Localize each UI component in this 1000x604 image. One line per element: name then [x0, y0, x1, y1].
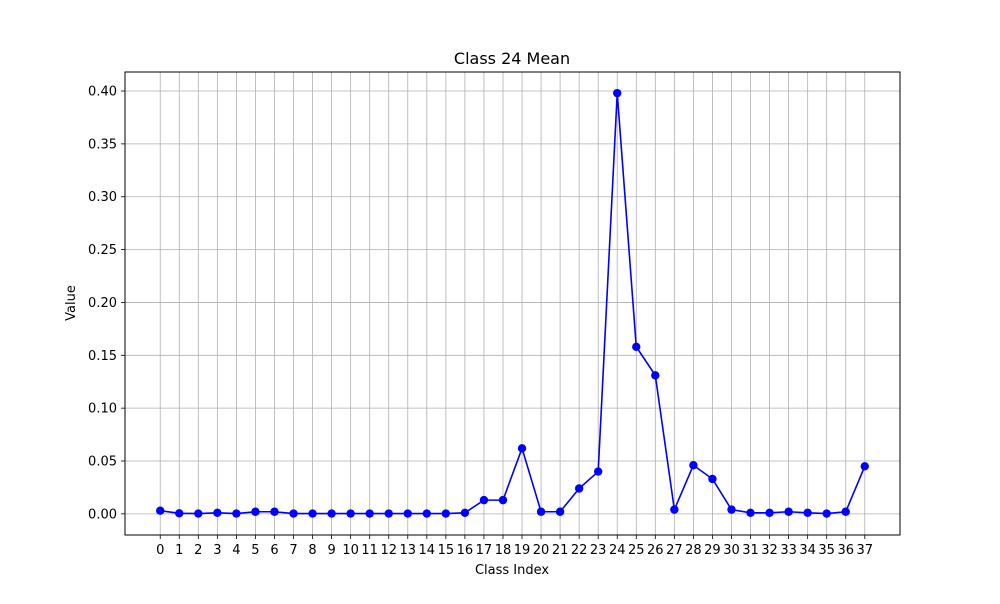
x-tick-label: 18 [495, 543, 512, 558]
x-tick-label: 10 [342, 543, 359, 558]
x-tick-label: 7 [289, 543, 297, 558]
data-point [860, 462, 869, 471]
y-tick-label: 0.40 [88, 85, 117, 100]
data-point [574, 484, 584, 493]
x-tick-label: 35 [818, 543, 835, 558]
x-tick-label: 16 [457, 543, 474, 558]
data-point [784, 507, 793, 516]
data-point [841, 507, 850, 516]
data-point [727, 505, 736, 514]
plot-frame [124, 71, 901, 536]
data-point [213, 508, 222, 517]
data-point [708, 474, 717, 484]
x-tick-label: 20 [533, 543, 550, 558]
x-axis-ticks: 0 1 2 3 4 5 6 7 8 9 10 11 12 13 14 15 16 17 18 19 20 21 22 23 24… [156, 535, 873, 558]
data-point [289, 509, 298, 518]
x-tick-label: 34 [799, 543, 816, 558]
x-tick-label: 23 [590, 543, 607, 558]
data-point [822, 509, 831, 518]
y-tick-label: 0.20 [88, 296, 117, 311]
x-tick-label: 19 [514, 543, 531, 558]
y-tick-label: 0.00 [88, 507, 117, 522]
y-tick-label: 0.15 [88, 349, 117, 364]
data-point [460, 508, 470, 517]
data-point [555, 507, 565, 516]
data-point [498, 495, 508, 505]
data-point [232, 509, 241, 518]
data-point [403, 509, 412, 518]
x-tick-label: 0 [156, 543, 164, 558]
data-point [670, 505, 679, 514]
y-tick-label: 0.05 [88, 455, 117, 470]
x-tick-label: 11 [361, 543, 378, 558]
data-point [746, 508, 755, 517]
x-tick-label: 37 [856, 543, 873, 558]
chart-title: Class 24 Mean [454, 49, 570, 68]
data-point [308, 509, 317, 518]
y-axis-ticks: 0.00 0.05 0.10 0.15 0.20 0.25 0.30 0.35 0.40 [88, 85, 125, 522]
y-tick-label: 0.25 [88, 243, 117, 258]
data-point [327, 509, 336, 518]
x-tick-label: 30 [723, 543, 740, 558]
x-tick-label: 4 [232, 543, 240, 558]
data-point [346, 509, 355, 518]
y-tick-label: 0.30 [88, 190, 117, 205]
x-tick-label: 27 [666, 543, 683, 558]
x-tick-label: 36 [837, 543, 854, 558]
x-tick-label: 21 [552, 543, 569, 558]
data-point [536, 507, 546, 516]
x-tick-label: 22 [571, 543, 588, 558]
data-point [517, 444, 527, 453]
y-tick-label: 0.10 [88, 402, 117, 417]
x-tick-label: 14 [419, 543, 436, 558]
data-points [156, 88, 869, 518]
data-point [441, 509, 451, 518]
x-tick-label: 3 [213, 543, 221, 558]
x-tick-label: 1 [175, 543, 183, 558]
y-axis-label: Value [64, 285, 79, 321]
x-tick-label: 25 [628, 543, 645, 558]
x-tick-label: 24 [609, 543, 626, 558]
data-point [765, 508, 774, 517]
x-tick-label: 5 [251, 543, 259, 558]
data-point [593, 467, 603, 476]
x-tick-label: 31 [742, 543, 759, 558]
data-point [479, 495, 489, 505]
x-tick-label: 8 [308, 543, 316, 558]
data-point [365, 509, 374, 518]
x-tick-label: 2 [194, 543, 202, 558]
data-point [613, 88, 622, 98]
x-tick-label: 15 [438, 543, 455, 558]
data-point [422, 509, 432, 518]
x-tick-label: 13 [399, 543, 416, 558]
data-point [175, 509, 184, 518]
data-point [803, 508, 812, 517]
x-tick-label: 33 [780, 543, 797, 558]
x-tick-label: 28 [685, 543, 702, 558]
x-tick-label: 26 [647, 543, 664, 558]
data-point [270, 507, 279, 516]
x-axis-label: Class Index [475, 563, 549, 578]
data-point [689, 461, 698, 470]
data-point [651, 371, 660, 380]
data-point [156, 506, 165, 515]
x-tick-label: 17 [476, 543, 493, 558]
data-point [251, 507, 260, 516]
x-tick-label: 12 [380, 543, 397, 558]
x-tick-label: 32 [761, 543, 778, 558]
x-tick-label: 29 [704, 543, 721, 558]
x-tick-label: 6 [270, 543, 278, 558]
data-point [384, 509, 393, 518]
data-point [632, 342, 641, 352]
data-point [194, 509, 203, 518]
x-tick-label: 9 [327, 543, 335, 558]
y-tick-label: 0.35 [88, 137, 117, 152]
